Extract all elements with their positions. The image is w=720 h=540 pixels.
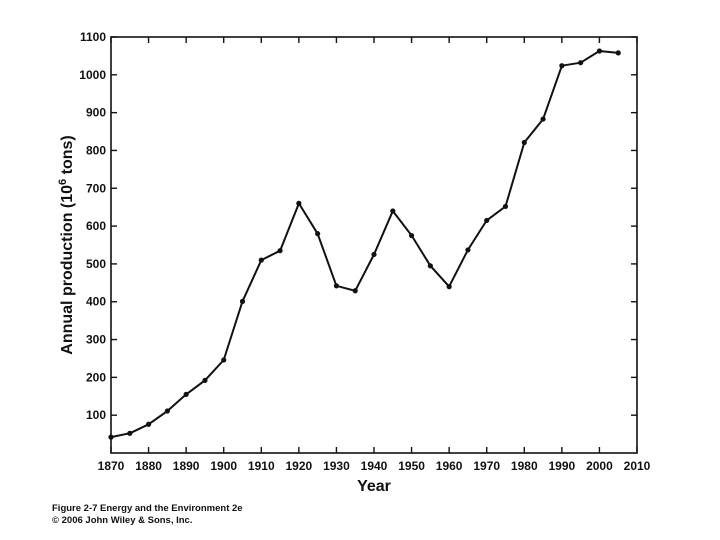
data-point xyxy=(427,263,433,269)
data-point xyxy=(239,298,246,304)
figure-caption: Figure 2-7 Energy and the Environment 2e xyxy=(52,503,243,514)
x-tick-label: 1970 xyxy=(473,459,500,473)
data-point xyxy=(127,430,133,436)
data-point xyxy=(390,208,396,214)
y-axis-title-main: Annual production (10 xyxy=(59,185,76,355)
data-point xyxy=(258,257,264,263)
y-tick-label: 400 xyxy=(86,295,106,309)
data-point xyxy=(371,251,377,258)
data-point xyxy=(221,357,227,363)
data-point xyxy=(408,232,415,239)
y-tick-label: 1100 xyxy=(80,30,106,44)
data-point xyxy=(446,284,452,290)
x-tick-label: 1900 xyxy=(210,459,237,473)
series-layer xyxy=(108,48,621,440)
y-axis: 100 200 300 400 500 600 700 800 900 1000 1100 xyxy=(79,30,637,422)
data-point xyxy=(540,116,546,122)
copyright-notice: © 2006 John Wiley & Sons, Inc. xyxy=(52,515,193,526)
data-point xyxy=(315,231,321,237)
y-tick-label: 900 xyxy=(86,106,106,120)
y-tick-label: 600 xyxy=(86,219,106,233)
data-point xyxy=(521,139,527,146)
x-tick-label: 1950 xyxy=(398,459,425,473)
y-axis-title: Annual production (106 tons) xyxy=(57,135,76,354)
x-tick-label: 1910 xyxy=(248,459,275,473)
y-tick-label: 500 xyxy=(86,257,106,271)
x-tick-label: 1880 xyxy=(135,459,162,473)
x-tick-label: 1920 xyxy=(286,459,313,473)
y-axis-title-exponent: 6 xyxy=(57,179,69,185)
x-tick-label: 1990 xyxy=(549,459,576,473)
x-tick-label: 1890 xyxy=(173,459,200,473)
y-axis-title-unit: tons) xyxy=(59,135,76,179)
data-point xyxy=(183,391,189,397)
y-tick-label: 200 xyxy=(86,370,106,384)
data-point xyxy=(615,50,621,56)
x-tick-label: 1940 xyxy=(361,459,388,473)
y-tick-label: 300 xyxy=(86,333,106,347)
data-point xyxy=(465,247,471,253)
series-line xyxy=(110,50,619,439)
data-point xyxy=(296,200,302,206)
data-point xyxy=(333,283,340,289)
data-point xyxy=(202,377,208,383)
x-tick-label: 1980 xyxy=(511,459,538,473)
data-point xyxy=(164,408,170,414)
y-tick-label: 100 xyxy=(86,408,106,422)
data-point xyxy=(578,60,584,66)
y-tick-label: 700 xyxy=(86,181,106,195)
x-tick-label: 1870 xyxy=(98,459,125,473)
data-point xyxy=(108,434,114,440)
data-point xyxy=(277,248,283,254)
data-point xyxy=(145,421,152,427)
data-point xyxy=(559,63,565,69)
x-tick-label: 1960 xyxy=(436,459,463,473)
x-tick-label: 2000 xyxy=(586,459,613,473)
line-chart: 100 200 300 400 500 600 700 800 900 1000 1100 1870… xyxy=(57,30,651,495)
x-axis-title: Year xyxy=(357,478,391,495)
x-tick-label: 1930 xyxy=(323,459,350,473)
data-point xyxy=(352,288,358,294)
x-axis: 1870 1880 1890 1900 1910 1920 1930 1940 1950 1960… xyxy=(98,37,651,473)
y-tick-label: 800 xyxy=(86,143,106,157)
x-tick-label: 2010 xyxy=(624,459,651,473)
y-tick-label: 1000 xyxy=(79,68,106,82)
data-point xyxy=(502,203,509,210)
data-point xyxy=(484,217,490,224)
data-point xyxy=(596,48,603,54)
